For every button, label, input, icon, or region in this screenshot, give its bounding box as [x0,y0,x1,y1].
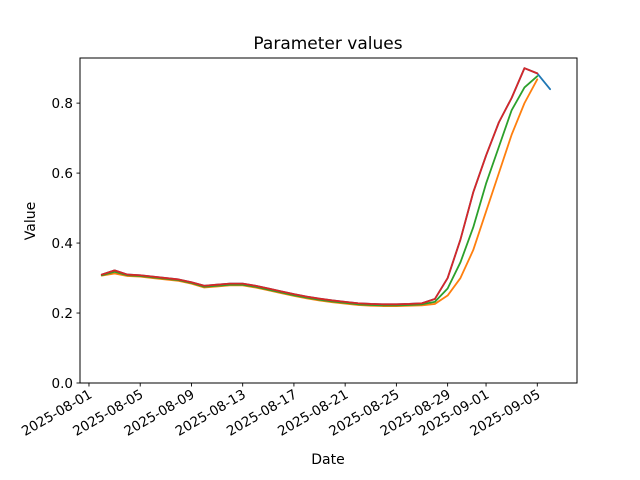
plot-area-border [79,57,578,384]
y-axis: 0.0 0.2 0.4 0.6 0.8 [52,96,80,392]
y-tick-label: 0.6 [52,166,73,182]
y-tick-label: 0.4 [52,236,73,252]
chart-title: Parameter values [253,34,402,54]
y-tick-label: 0.0 [52,376,73,392]
y-tick-label: 0.8 [52,96,73,112]
y-axis-label: Value [23,202,39,240]
series-line-red [100,67,539,306]
series-layer [100,67,551,307]
y-tick-label: 0.2 [52,306,73,322]
x-axis-label: Date [311,452,344,468]
